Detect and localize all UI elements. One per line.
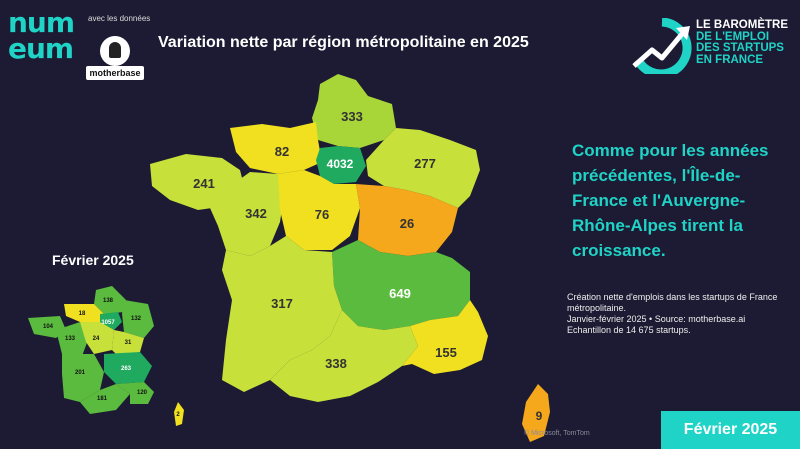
numeum-logo: num eum <box>8 6 78 65</box>
headline-text: Comme pour les années précédentes, l'Île… <box>572 141 769 260</box>
region-paca <box>402 300 488 374</box>
inset-label-auvergne-rhone-alpes: 263 <box>121 366 132 372</box>
label-corse: 9 <box>536 409 543 423</box>
motherbase-label: motherbase <box>86 66 144 80</box>
label-hauts-de-france: 333 <box>341 109 363 124</box>
inset-region-nouvelle-aquitaine <box>62 354 104 402</box>
label-bretagne: 241 <box>193 176 215 191</box>
region-centre-val-de-loire <box>278 170 360 250</box>
barometre-line1: LE BAROMÈTRE <box>696 19 788 31</box>
inset-label-grand-est: 132 <box>131 316 142 322</box>
inset-label-normandie: 18 <box>79 311 86 317</box>
barometre-line4: EN FRANCE <box>696 53 764 66</box>
inset-region-bretagne <box>28 316 66 338</box>
motherbase-mascot-icon <box>100 36 130 66</box>
caption-line2: Janvier-février 2025 • Source: motherbas… <box>567 314 746 324</box>
inset-region-hauts-de-france <box>94 286 126 314</box>
numeum-logo-line1: num <box>8 6 75 39</box>
inset-region-grand-est <box>122 300 154 338</box>
motherbase-logo: motherbase <box>86 36 144 86</box>
region-auvergne-rhone-alpes <box>332 240 470 330</box>
barometre-line2: DE L'EMPLOI <box>696 30 770 43</box>
inset-label-pays-de-la-loire: 133 <box>65 336 76 342</box>
inset-label-bretagne: 104 <box>43 324 54 330</box>
region-pays-de-la-loire <box>210 172 284 256</box>
inset-region-bourgogne-franche-comte <box>112 330 144 356</box>
label-bourgogne-franche-comte: 26 <box>400 216 414 231</box>
inset-region-paca <box>116 382 154 404</box>
caption-line1: Création nette d'emplois dans les startu… <box>567 292 778 313</box>
label-pays-de-la-loire: 342 <box>245 206 267 221</box>
region-nouvelle-aquitaine <box>222 236 342 392</box>
label-paca: 155 <box>435 345 457 360</box>
numeum-logo-line2: eum <box>8 32 74 65</box>
barometre-logo: LE BAROMÈTRE DE L'EMPLOI DES STARTUPS EN… <box>630 18 790 74</box>
inset-label-ile-de-france: 1057 <box>101 320 115 326</box>
inset-label-paca: 120 <box>137 390 148 396</box>
label-grand-est: 277 <box>414 156 436 171</box>
inset-label-nouvelle-aquitaine: 201 <box>75 370 86 376</box>
inset-region-pays-de-la-loire <box>56 322 88 356</box>
map-attribution: © Microsoft, TomTom <box>524 430 590 437</box>
region-ile-de-france <box>316 146 366 184</box>
inset-region-normandie <box>64 304 104 322</box>
barometre-text: LE BAROMÈTRE DE L'EMPLOI DES STARTUPS EN… <box>696 19 788 66</box>
data-credit-text: avec les données <box>88 14 151 23</box>
inset-map: 138 18 1057 132 104 133 24 31 263 201 18… <box>28 286 184 426</box>
inset-region-corse <box>174 402 184 426</box>
inset-region-centre-val-de-loire <box>80 322 114 354</box>
label-centre-val-de-loire: 76 <box>315 207 329 222</box>
inset-region-occitanie <box>80 384 130 414</box>
inset-label-bourgogne-franche-comte: 31 <box>125 340 132 346</box>
inset-label-corse: 2 <box>176 412 180 418</box>
label-ile-de-france: 4032 <box>327 157 354 171</box>
label-auvergne-rhone-alpes: 649 <box>389 286 411 301</box>
barometre-chart-icon <box>632 18 692 74</box>
inset-label-hauts-de-france: 138 <box>103 298 114 304</box>
barometre-line3: DES STARTUPS <box>696 42 784 54</box>
label-nouvelle-aquitaine: 317 <box>271 296 293 311</box>
caption-line3: Echantillon de 14 675 startups. <box>567 325 691 335</box>
label-normandie: 82 <box>275 144 289 159</box>
region-bourgogne-franche-comte <box>356 184 458 256</box>
inset-region-auvergne-rhone-alpes <box>104 352 152 384</box>
label-occitanie: 338 <box>325 356 347 371</box>
page-title: Variation nette par région métropolitain… <box>158 34 529 51</box>
inset-label-centre-val-de-loire: 24 <box>93 336 100 342</box>
inset-map-title: Février 2025 <box>52 252 134 268</box>
region-normandie <box>230 122 322 174</box>
region-grand-est <box>366 128 480 208</box>
region-hauts-de-france <box>312 74 396 148</box>
caption: Création nette d'emplois dans les startu… <box>567 292 797 336</box>
region-occitanie <box>270 310 418 402</box>
period-badge: Février 2025 <box>661 411 800 449</box>
region-corse <box>522 384 550 442</box>
inset-label-occitanie: 181 <box>97 396 108 402</box>
